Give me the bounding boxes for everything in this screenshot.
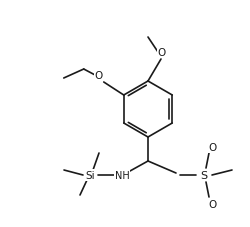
Text: S: S [200, 170, 207, 180]
Text: O: O [209, 199, 217, 209]
Text: Si: Si [85, 170, 95, 180]
Text: O: O [209, 142, 217, 152]
Text: O: O [95, 71, 103, 81]
Text: O: O [158, 48, 166, 58]
Text: NH: NH [114, 170, 130, 180]
